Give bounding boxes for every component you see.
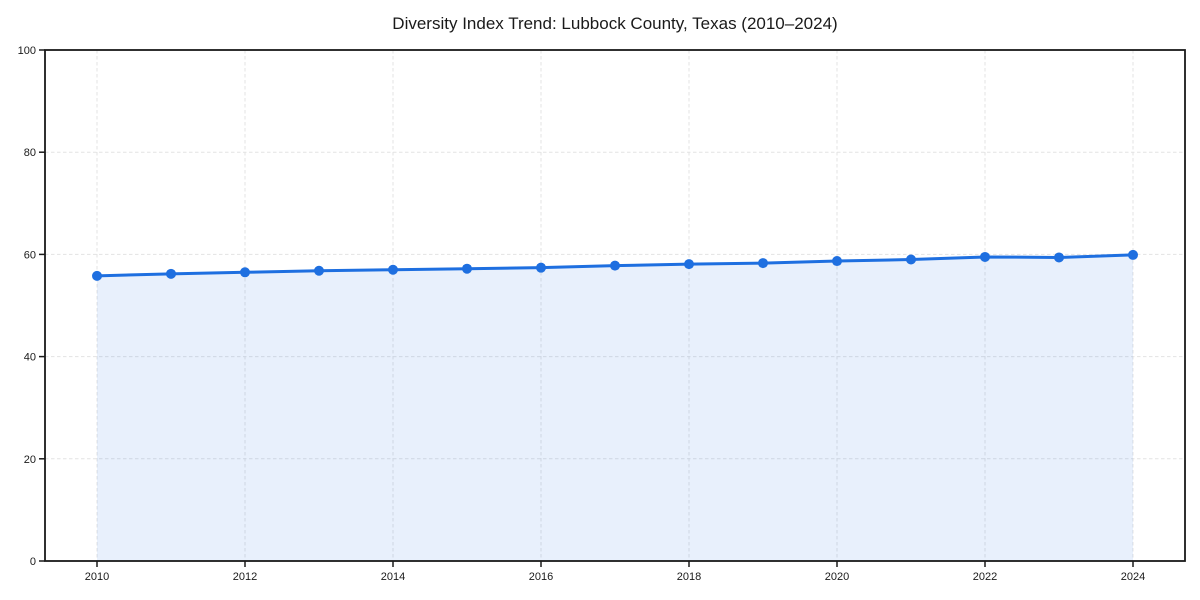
data-point-2022: [980, 251, 990, 262]
data-point-2011: [166, 268, 176, 279]
x-tick-label-2012: 2012: [233, 571, 257, 583]
data-point-2016: [536, 262, 546, 273]
axes: [39, 49, 1186, 567]
tick-labels: 0 20 40 60 80 100 2010 2012 2014 2016 2018 2020 2022…: [18, 45, 1146, 583]
x-tick-label-2020: 2020: [825, 571, 849, 583]
x-tick-label-2022: 2022: [973, 571, 997, 583]
data-point-2014: [388, 264, 398, 275]
x-tick-label-2010: 2010: [85, 571, 109, 583]
data-point-2013: [314, 265, 324, 276]
x-tick-label-2024: 2024: [1121, 571, 1145, 583]
x-tick-label-2016: 2016: [529, 571, 553, 583]
y-tick-label-60: 60: [24, 249, 36, 261]
data-point-2019: [758, 258, 768, 269]
data-point-2012: [240, 267, 250, 278]
chart-title: Diversity Index Trend: Lubbock County, T…: [392, 14, 837, 33]
data-point-2020: [832, 256, 842, 267]
x-tick-label-2018: 2018: [677, 571, 701, 583]
data-point-2010: [92, 270, 102, 281]
data-point-2023: [1054, 252, 1064, 263]
y-tick-label-0: 0: [30, 556, 36, 568]
y-tick-label-40: 40: [24, 352, 36, 364]
data-point-2018: [684, 259, 694, 270]
y-tick-label-20: 20: [24, 454, 36, 466]
x-tick-label-2014: 2014: [381, 571, 405, 583]
area-series: [92, 249, 1138, 561]
plot-border: [44, 49, 1186, 562]
data-point-2021: [906, 254, 916, 265]
data-point-2024: [1128, 249, 1138, 260]
y-tick-label-100: 100: [18, 45, 36, 57]
data-point-2015: [462, 263, 472, 274]
area-fill: [97, 254, 1133, 561]
data-point-2017: [610, 260, 620, 271]
y-tick-label-80: 80: [24, 147, 36, 159]
